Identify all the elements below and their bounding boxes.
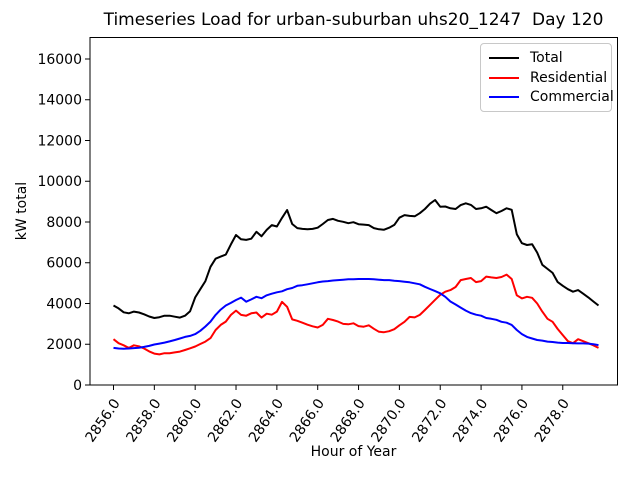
y-tick-label: 0 [73, 378, 82, 394]
x-tick-label: 2872.0 [409, 396, 450, 445]
x-tick-label: 2878.0 [532, 396, 573, 445]
y-tick-label: 6000 [46, 256, 82, 272]
y-tick-label: 16000 [37, 52, 82, 68]
y-tick-label: 10000 [37, 174, 82, 190]
y-axis-ticks: 0 2000 4000 6000 8000 10000 12000 14000 16000 [37, 52, 90, 394]
x-axis-ticks: 2856.0 2858.0 2860.0 2862.0 2864.0 2866.0 2868… [83, 385, 573, 445]
legend-label-commercial: Commercial [530, 88, 614, 105]
x-tick-label: 2862.0 [205, 396, 246, 445]
legend-entry-total: Total [489, 51, 605, 65]
x-tick-label: 2870.0 [368, 396, 409, 445]
legend-line-total [489, 57, 519, 60]
y-tick-label: 12000 [37, 133, 82, 149]
series-line-total [113, 199, 600, 319]
legend-label-residential: Residential [530, 69, 608, 86]
legend-entry-residential: Residential [489, 69, 608, 86]
legend: Total Residential Commercial [480, 43, 614, 112]
legend-entry-commercial: Commercial [489, 90, 614, 104]
x-tick-label: 2876.0 [491, 396, 532, 445]
x-tick-label: 2868.0 [328, 396, 369, 445]
x-tick-label: 2860.0 [164, 396, 205, 445]
series-line-residential [112, 273, 599, 356]
y-axis-label: kW total [14, 181, 30, 241]
series-line-commercial [113, 278, 599, 350]
x-tick-label: 2864.0 [246, 396, 287, 445]
legend-line-commercial [489, 95, 519, 98]
legend-label-total: Total [530, 50, 563, 67]
x-tick-label: 2866.0 [287, 396, 328, 445]
axes-frame [89, 37, 618, 386]
chart-title: Timeseries Load for urban-suburban uhs20… [103, 10, 604, 30]
x-tick-label: 2858.0 [123, 396, 164, 445]
y-tick-label: 14000 [37, 93, 82, 109]
y-tick-label: 8000 [46, 215, 82, 231]
y-tick-label: 4000 [46, 296, 82, 312]
x-axis-label: Hour of Year [310, 444, 397, 460]
y-tick-label: 2000 [46, 337, 82, 353]
x-tick-label: 2856.0 [83, 396, 124, 445]
legend-line-residential [489, 76, 519, 79]
x-tick-label: 2874.0 [450, 396, 491, 445]
